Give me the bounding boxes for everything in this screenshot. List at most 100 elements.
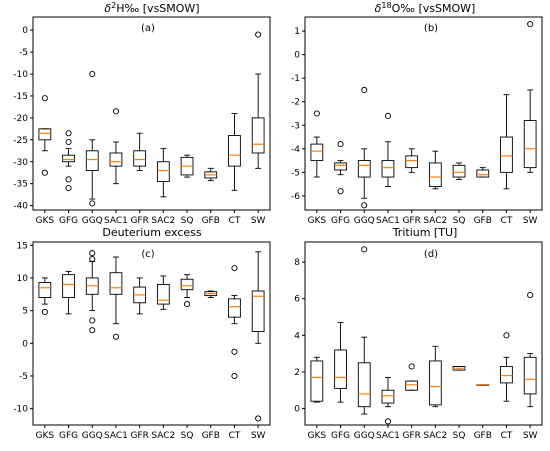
- outlier-point: [527, 292, 534, 299]
- panel-a-label: (a): [141, 23, 155, 34]
- outlier-point: [41, 95, 48, 102]
- outlier-point: [112, 333, 119, 340]
- box-iqr: [405, 380, 419, 391]
- outlier-point: [408, 363, 415, 370]
- box-iqr: [452, 164, 466, 178]
- panel-d-label: (d): [424, 249, 438, 260]
- panel-b-oxygen18: δ18O‰ [vsSMOW] (b) -6 -5 -4 -3 -2 -1 0 1 GKS GFG…: [291, 1, 543, 226]
- box-iqr: [310, 360, 324, 402]
- y-tick-label: 0: [22, 339, 28, 349]
- box-gfg: [62, 270, 75, 315]
- outlier-point: [361, 202, 368, 209]
- x-tick-label: SQ: [181, 431, 194, 441]
- y-tick-label: 2: [294, 368, 300, 378]
- box-ct: [228, 265, 241, 380]
- box-gfb: [204, 290, 218, 299]
- panel-c-frame: [32, 241, 271, 426]
- outlier-point: [384, 418, 392, 425]
- box-iqr: [523, 120, 537, 169]
- y-tick-label: 10: [17, 274, 29, 284]
- x-tick-label: SW: [523, 431, 538, 441]
- box-sw: [523, 21, 537, 173]
- box-iqr: [428, 360, 442, 406]
- x-tick-label: SQ: [181, 216, 194, 226]
- x-tick-label: GFB: [474, 431, 492, 441]
- panel-d-xaxis: GKS GFG GGQ SAC1 GFR SAC2 SQ GFB CT SW: [308, 425, 538, 441]
- box-ct: [500, 94, 513, 190]
- box-ggq: [85, 250, 99, 334]
- box-sq: [452, 365, 466, 371]
- box-sac2: [156, 275, 170, 310]
- panel-a-frame: [32, 16, 271, 211]
- box-gfb: [476, 384, 490, 386]
- x-tick-label: GGQ: [82, 216, 103, 226]
- y-tick-label: 15: [17, 241, 28, 251]
- panel-b-xaxis: GKS GFG GGQ SAC1 GFR SAC2 SQ GFB CT SW: [308, 210, 538, 226]
- box-sq: [180, 154, 194, 178]
- box-ggq: [357, 246, 371, 415]
- y-tick-label: 8: [294, 258, 300, 268]
- outlier-point: [89, 255, 96, 263]
- y-tick-label: 0: [22, 26, 28, 36]
- box-iqr: [109, 272, 123, 295]
- x-tick-label: GFR: [130, 216, 148, 226]
- panel-a-boxes: [38, 31, 265, 207]
- x-tick-label: GFB: [474, 216, 492, 226]
- y-tick-label: 6: [294, 295, 300, 305]
- box-iqr: [180, 278, 194, 291]
- box-sac1: [109, 108, 123, 185]
- box-iqr: [228, 298, 241, 318]
- x-tick-label: GKS: [36, 431, 55, 441]
- y-tick-label: 0: [294, 405, 300, 415]
- box-sq: [180, 274, 194, 308]
- x-tick-label: GFR: [402, 431, 420, 441]
- box-iqr: [38, 282, 52, 299]
- box-ggq: [357, 86, 371, 209]
- y-tick-label: 4: [294, 331, 300, 341]
- box-sac1: [109, 256, 123, 340]
- x-tick-label: SAC1: [376, 216, 400, 226]
- panel-a-deuterium: δ2H‰ [vsSMOW] (a) -40-35-30-25-20-15-10-…: [13, 1, 271, 226]
- box-gks: [310, 356, 324, 403]
- x-tick-label: GFG: [59, 431, 78, 441]
- box-iqr: [85, 150, 99, 171]
- box-sw: [251, 251, 265, 422]
- x-tick-label: SAC2: [151, 431, 175, 441]
- box-iqr: [156, 161, 170, 182]
- x-tick-label: GKS: [308, 216, 327, 226]
- x-tick-label: GFG: [59, 216, 78, 226]
- x-tick-label: GKS: [36, 216, 55, 226]
- y-tick-label: -2: [291, 98, 300, 108]
- y-tick-label: -35: [13, 180, 28, 190]
- y-tick-label: -5: [19, 48, 28, 58]
- panel-d-boxes: [310, 246, 537, 425]
- y-tick-label: -1: [291, 74, 300, 84]
- x-tick-label: GGQ: [82, 431, 103, 441]
- outlier-point: [313, 110, 320, 117]
- x-tick-label: SAC2: [423, 216, 447, 226]
- box-gfr: [133, 277, 147, 315]
- x-tick-label: SW: [251, 431, 266, 441]
- outlier-point: [337, 141, 344, 148]
- y-tick-label: -40: [13, 202, 28, 212]
- panel-d-title: Tritium [TU]: [392, 226, 458, 239]
- box-gfr: [405, 363, 419, 391]
- outlier-point: [255, 415, 262, 422]
- outlier-point: [503, 332, 510, 339]
- y-tick-label: -5: [291, 168, 300, 178]
- box-iqr: [334, 349, 347, 389]
- outlier-point: [65, 176, 72, 183]
- box-sac2: [428, 345, 442, 408]
- panel-c-boxes: [38, 250, 265, 422]
- panel-b-title: δ18O‰ [vsSMOW]: [375, 1, 476, 15]
- outlier-point: [361, 246, 368, 253]
- outlier-point: [527, 21, 534, 28]
- panel-a-title: δ2H‰ [vsSMOW]: [104, 1, 199, 15]
- box-iqr: [251, 290, 265, 332]
- box-iqr: [156, 284, 170, 305]
- box-iqr: [334, 162, 347, 171]
- y-tick-label: 0: [294, 51, 300, 61]
- outlier-point: [112, 108, 119, 115]
- outlier-point: [65, 130, 72, 137]
